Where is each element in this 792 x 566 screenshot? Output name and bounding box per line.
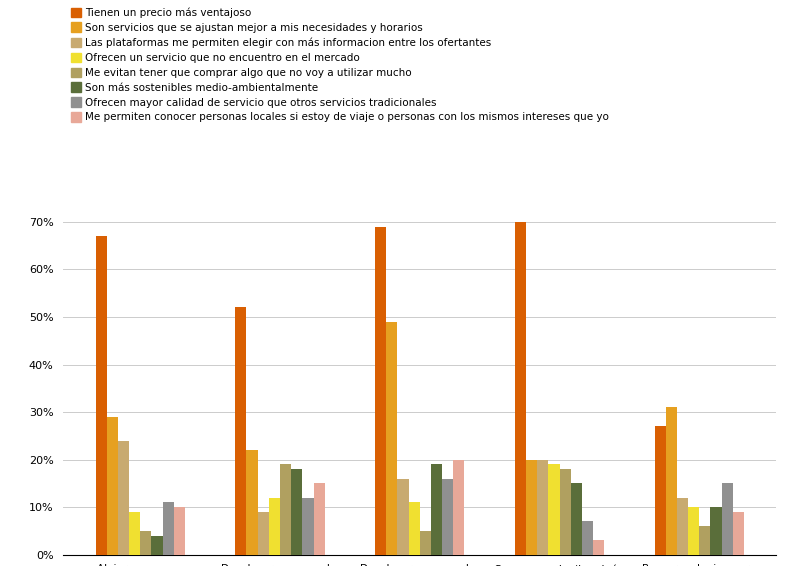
Bar <box>699 526 710 555</box>
Bar <box>140 531 151 555</box>
Bar <box>420 531 431 555</box>
Bar <box>677 498 688 555</box>
Bar <box>442 479 453 555</box>
Bar <box>280 464 291 555</box>
Bar <box>548 464 559 555</box>
Bar <box>722 483 733 555</box>
Bar <box>162 503 173 555</box>
Bar <box>303 498 314 555</box>
Bar <box>582 521 593 555</box>
Bar <box>571 483 582 555</box>
Bar <box>537 460 548 555</box>
Bar <box>151 535 162 555</box>
Bar <box>235 307 246 555</box>
Bar <box>710 507 722 555</box>
Bar <box>314 483 325 555</box>
Bar <box>129 512 140 555</box>
Bar <box>96 236 107 555</box>
Bar <box>733 512 744 555</box>
Bar <box>431 464 442 555</box>
Bar <box>526 460 537 555</box>
Bar <box>654 426 666 555</box>
Legend: Tienen un precio más ventajoso, Son servicios que se ajustan mejor a mis necesid: Tienen un precio más ventajoso, Son serv… <box>69 5 611 125</box>
Bar <box>173 507 185 555</box>
Bar <box>409 503 420 555</box>
Bar <box>398 479 409 555</box>
Bar <box>107 417 118 555</box>
Bar <box>246 450 257 555</box>
Bar <box>386 321 398 555</box>
Bar <box>375 226 386 555</box>
Bar <box>559 469 571 555</box>
Bar <box>291 469 303 555</box>
Bar <box>453 460 464 555</box>
Bar <box>593 541 604 555</box>
Bar <box>268 498 280 555</box>
Bar <box>515 222 526 555</box>
Bar <box>257 512 268 555</box>
Bar <box>688 507 699 555</box>
Bar <box>118 440 129 555</box>
Bar <box>666 408 677 555</box>
